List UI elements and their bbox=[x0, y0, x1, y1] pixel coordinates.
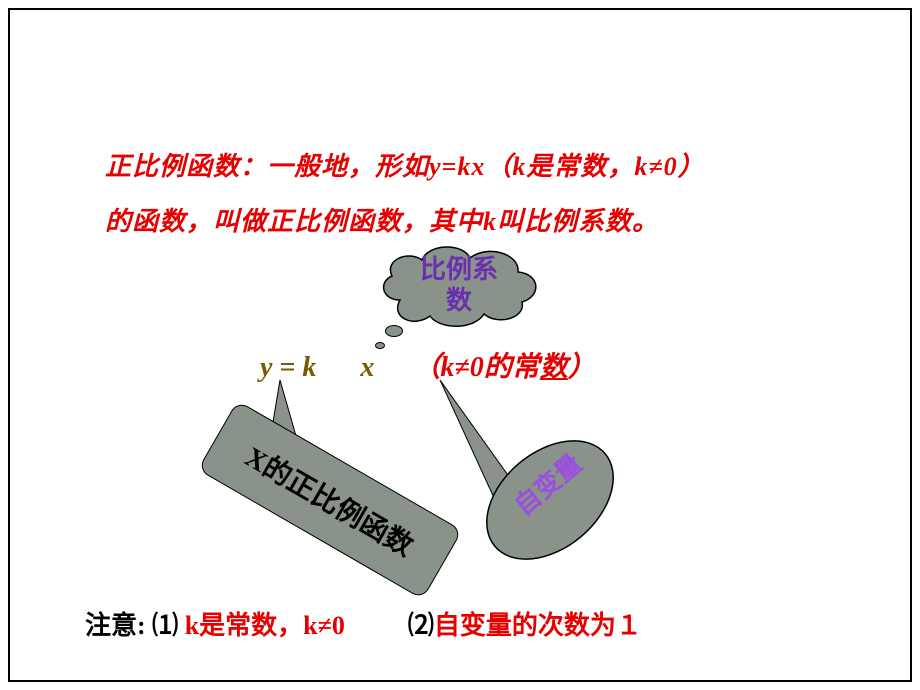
notes-num2: ⑵ bbox=[408, 611, 434, 640]
notes-text2: 自变量的次数为１ bbox=[434, 611, 642, 640]
formula-cond-u: 数 bbox=[540, 352, 568, 383]
formula-cond-open: （ bbox=[412, 352, 440, 383]
cloud-tail-bubble-1 bbox=[385, 325, 403, 337]
formula-x: x bbox=[360, 352, 374, 383]
cloud-line2: 数 bbox=[446, 286, 472, 315]
notes-text1: k是常数，k≠0 bbox=[178, 611, 345, 640]
notes-num1: ⑴ bbox=[152, 611, 178, 640]
formula-lhs: y = bbox=[260, 352, 302, 383]
notes-line: 注意: ⑴ k是常数，k≠0 ⑵自变量的次数为１ bbox=[85, 605, 642, 642]
notes-label: 注意: bbox=[85, 611, 146, 640]
formula-line: y = k x （k≠0的常数） bbox=[260, 345, 596, 385]
definition-text: 正比例函数：一般地，形如y=kx（k是常数，k≠0） 的函数，叫做正比例函数，其… bbox=[105, 140, 815, 249]
definition-line2: 的函数，叫做正比例函数，其中k叫比例系数。 bbox=[105, 207, 659, 236]
formula-k: k bbox=[302, 352, 316, 383]
formula-cond-close: ） bbox=[568, 352, 596, 383]
formula-cond-body: k≠0的常 bbox=[440, 352, 539, 383]
cloud-label: 比例系 数 bbox=[394, 254, 524, 316]
definition-line1: 正比例函数：一般地，形如y=kx（k是常数，k≠0） bbox=[105, 152, 705, 181]
cloud-line1: 比例系 bbox=[420, 255, 498, 284]
